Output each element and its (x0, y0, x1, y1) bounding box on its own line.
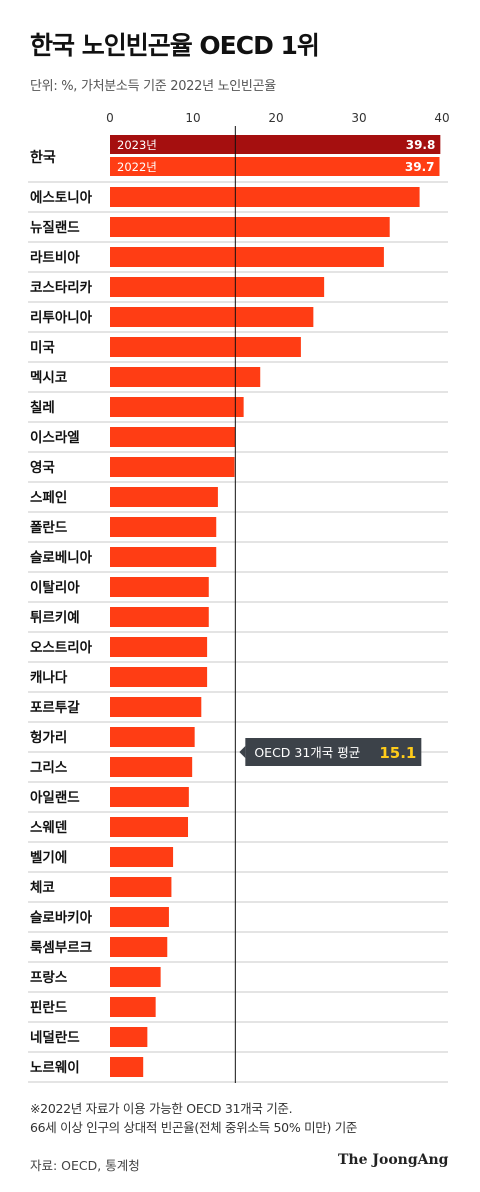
bar-오스트리아 (110, 637, 208, 657)
bar-핀란드 (110, 997, 156, 1017)
bar-코스타리카 (110, 277, 325, 297)
bar-영국 (110, 457, 235, 477)
bar-멕시코 (110, 367, 261, 387)
bar-벨기에 (110, 847, 174, 867)
category-label: 스웨덴 (30, 820, 67, 836)
bar-chart: 0 10 20 30 40 한국 2023년 39.8 2022년 39.7 에스토니아뉴질랜드라트… (28, 111, 450, 1083)
bar-이탈리아 (110, 577, 209, 597)
category-label: 이스라엘 (30, 429, 80, 446)
category-label: 칠레 (30, 399, 55, 416)
bar-이스라엘 (110, 427, 236, 447)
series-label: 2023년 (117, 138, 157, 152)
category-label: 핀란드 (30, 999, 68, 1016)
bar-스웨덴 (110, 817, 189, 837)
bar-체코 (110, 877, 172, 897)
category-label: 영국 (30, 459, 55, 476)
average-label: OECD 31개국 평균 (254, 745, 360, 760)
bar-리투아니아 (110, 307, 314, 327)
x-tick-label: 10 (185, 111, 200, 125)
source-text: 자료: OECD, 통계청 (30, 1158, 140, 1173)
bar-칠레 (110, 397, 244, 417)
average-callout (245, 738, 422, 766)
category-label: 스페인 (30, 489, 67, 506)
bar-그리스 (110, 757, 193, 777)
category-label: 폴란드 (30, 519, 68, 536)
bar-아일랜드 (110, 787, 189, 807)
series-label: 2022년 (117, 160, 157, 174)
bar-룩셈부르크 (110, 937, 168, 957)
bar-튀르키예 (110, 607, 209, 627)
category-label: 헝가리 (30, 729, 67, 746)
bar-에스토니아 (110, 187, 420, 207)
bar-korea-2022년 (110, 157, 440, 176)
bar-캐나다 (110, 667, 208, 687)
category-label: 뉴질랜드 (30, 219, 80, 236)
bar-뉴질랜드 (110, 217, 390, 237)
category-label: 튀르키예 (30, 610, 80, 626)
bar-폴란드 (110, 517, 217, 537)
data-label: 39.8 (406, 138, 436, 152)
bar-프랑스 (110, 967, 161, 987)
category-label: 아일랜드 (30, 789, 80, 806)
footnote-1: ※2022년 자료가 이용 가능한 OECD 31개국 기준. (30, 1101, 293, 1116)
category-label: 벨기에 (30, 850, 67, 866)
category-label: 에스토니아 (30, 189, 93, 206)
bar-슬로바키아 (110, 907, 169, 927)
category-label: 프랑스 (30, 970, 68, 986)
category-label: 네덜란드 (30, 1029, 80, 1046)
category-label: 라트비아 (30, 249, 80, 266)
bar-스페인 (110, 487, 218, 507)
category-label: 체코 (30, 880, 55, 896)
category-label: 포르투갈 (30, 700, 80, 716)
category-label: 그리스 (30, 760, 68, 776)
bar-네덜란드 (110, 1027, 148, 1047)
brand-logo: The JoongAng (338, 1152, 449, 1168)
category-label: 이탈리아 (30, 579, 80, 596)
category-label: 미국 (30, 340, 55, 356)
x-tick-label: 20 (268, 111, 283, 125)
bar-미국 (110, 337, 301, 357)
category-label: 캐나다 (30, 670, 68, 686)
x-tick-label: 0 (106, 111, 114, 125)
category-label: 슬로바키아 (30, 909, 93, 926)
bar-포르투갈 (110, 697, 202, 717)
category-label-korea: 한국 (30, 150, 56, 166)
bar-라트비아 (110, 247, 384, 267)
footnote-2: 66세 이상 인구의 상대적 빈곤율(전체 중위소득 50% 미만) 기준 (30, 1120, 358, 1135)
category-label: 노르웨이 (30, 1059, 80, 1076)
category-label: 슬로베니아 (30, 549, 93, 566)
chart-subtitle: 단위: %, 가처분소득 기준 2022년 노인빈곤율 (30, 79, 276, 94)
x-tick-label: 30 (351, 111, 366, 125)
bar-슬로베니아 (110, 547, 217, 567)
bar-korea-2023년 (110, 135, 441, 154)
bar-노르웨이 (110, 1057, 144, 1077)
average-value: 15.1 (379, 744, 416, 762)
average-pointer (239, 746, 246, 758)
category-label: 리투아니아 (30, 309, 93, 326)
bar-헝가리 (110, 727, 195, 747)
data-label: 39.7 (405, 160, 435, 174)
category-label: 멕시코 (30, 369, 67, 386)
category-label: 오스트리아 (30, 639, 93, 656)
category-label: 룩셈부르크 (30, 939, 92, 956)
page-title: 한국 노인빈곤율 OECD 1위 (30, 31, 320, 60)
category-label: 코스타리카 (30, 280, 93, 296)
x-tick-label: 40 (434, 111, 449, 125)
